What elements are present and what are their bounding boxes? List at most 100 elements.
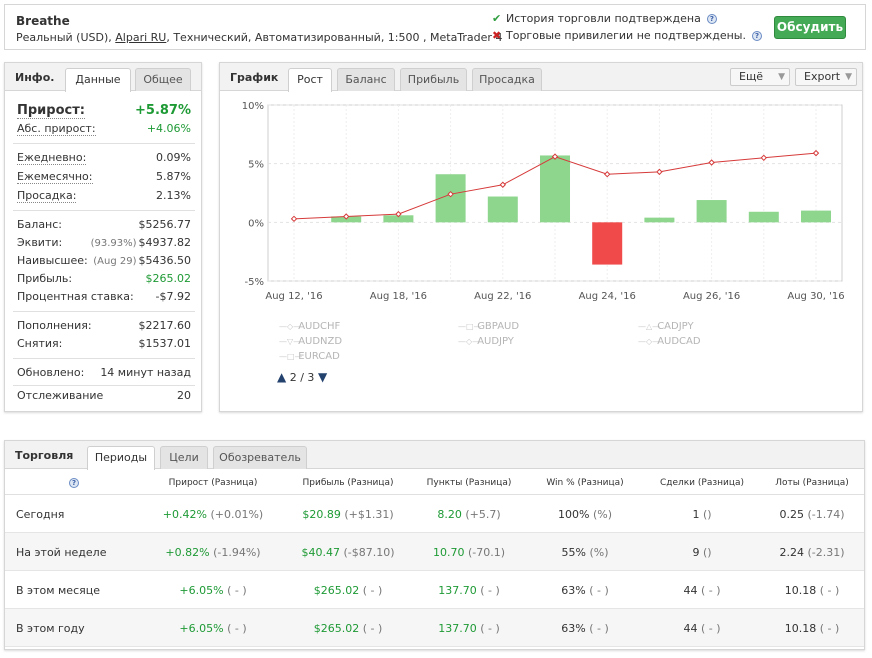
bar	[696, 200, 727, 223]
chart-panel: График Рост Баланс Прибыль Просадка Ещё ▼…	[219, 62, 863, 412]
highest-value: (Aug 29) $5436.50	[93, 254, 191, 267]
tab-periods[interactable]: Периоды	[87, 446, 155, 470]
line-point	[812, 149, 820, 157]
legend-pager: ▲ 2 / 3 ▼	[277, 370, 327, 384]
gain-value: +6.05%	[179, 584, 224, 597]
cell-gain: +0.42% (+0.01%)	[153, 508, 273, 521]
discuss-button[interactable]: Обсудить	[774, 16, 846, 39]
lots-diff: ( - )	[819, 622, 840, 635]
tab-browser[interactable]: Обозреватель	[213, 446, 307, 469]
account-header: Breathe Реальный (USD), Alpari RU, Техни…	[4, 4, 866, 50]
table-header: ? Прирост (Разница) Прибыль (Разница) Пу…	[5, 469, 864, 495]
drawdown-row: Просадка: 2.13%	[17, 189, 191, 205]
equity-percent: (93.93%)	[90, 238, 137, 249]
pips-diff: (-70.1)	[467, 546, 506, 559]
lots-value: 10.18	[784, 622, 817, 635]
equity-value: (93.93%) $4937.82	[91, 236, 191, 249]
tab-drawdown[interactable]: Просадка	[472, 68, 542, 91]
cell-lots: 10.18 ( - )	[752, 584, 872, 597]
help-icon[interactable]: ?	[751, 31, 762, 41]
legend-item-audchf[interactable]: —◇— AUDCHF	[279, 321, 340, 332]
gain-value: +0.82%	[165, 546, 210, 559]
history-verified-status: ✔ История торговли подтверждена?	[492, 12, 717, 25]
highest-row: Наивысшее: (Aug 29) $5436.50	[17, 254, 191, 270]
legend-item-gbpaud[interactable]: —□— GBPAUD	[458, 321, 519, 332]
bar	[383, 215, 414, 223]
withdrawals-value: $1537.01	[138, 337, 192, 350]
cell-lots: 2.24 (-2.31)	[752, 546, 872, 559]
y-tick-label: 10%	[242, 101, 264, 112]
help-icon[interactable]: ?	[69, 478, 79, 488]
balance-value: $5256.77	[138, 218, 192, 231]
chart-panel-header: График Рост Баланс Прибыль Просадка Ещё ▼…	[220, 63, 862, 92]
tab-goals[interactable]: Цели	[160, 446, 208, 469]
abs-gain-value: +4.06%	[146, 122, 191, 135]
tab-growth[interactable]: Рост	[288, 68, 332, 92]
legend-label: EURCAD	[298, 351, 340, 362]
line-point	[290, 215, 298, 223]
pips-value: 10.70	[432, 546, 465, 559]
cell-profit: $40.47 (-$87.10)	[288, 546, 408, 559]
legend-item-cadjpy[interactable]: —△— CADJPY	[638, 321, 694, 332]
more-dropdown[interactable]: Ещё ▼	[730, 68, 790, 86]
help-icon[interactable]: ?	[706, 14, 717, 24]
period-label: Сегодня	[16, 508, 65, 521]
divider	[13, 385, 195, 386]
bar	[592, 222, 623, 265]
period-label: В этом году	[16, 622, 85, 635]
win-value: 55%	[561, 546, 586, 559]
trades-diff: ( - )	[700, 584, 721, 597]
profit-value: $265.02	[313, 584, 360, 597]
tab-data[interactable]: Данные	[65, 68, 131, 92]
more-label: Ещё	[739, 70, 764, 83]
cell-profit: $265.02 ( - )	[288, 622, 408, 635]
bar	[801, 210, 831, 223]
trades-value: 9	[692, 546, 700, 559]
divider	[13, 358, 195, 359]
line-point	[760, 154, 768, 162]
tab-profit[interactable]: Прибыль	[400, 68, 467, 91]
legend-item-audnzd[interactable]: —▽— AUDNZD	[279, 336, 342, 347]
history-verified-text: История торговли подтверждена	[506, 12, 701, 25]
legend-item-eurcad[interactable]: —□— EURCAD	[279, 351, 340, 362]
export-dropdown[interactable]: Export ▼	[795, 68, 857, 86]
cell-pips: 10.70 (-70.1)	[409, 546, 529, 559]
interest-value: -$7.92	[155, 290, 191, 303]
interest-label: Процентная ставка:	[17, 290, 134, 303]
line-point	[342, 213, 350, 220]
account-name: Breathe	[16, 14, 70, 28]
deposits-value: $2217.60	[138, 319, 192, 332]
legend-label: AUDCHF	[298, 321, 341, 332]
tab-general[interactable]: Общее	[135, 68, 191, 91]
tab-balance[interactable]: Баланс	[337, 68, 395, 91]
table-row: В этом месяце +6.05% ( - ) $265.02 ( - ) 13…	[5, 571, 864, 609]
cell-profit: $20.89 (+$1.31)	[288, 508, 408, 521]
divider	[13, 311, 195, 312]
trading-panel: Торговля Периоды Цели Обозреватель ? При…	[4, 440, 865, 650]
privileges-text: Торговые привилегии не подтверждены.	[506, 29, 746, 42]
legend-label: AUDCAD	[657, 336, 701, 347]
gain-row: Прирост: +5.87%	[17, 103, 191, 121]
tracking-label: Отслеживание	[17, 389, 104, 402]
period-label: На этой неделе	[16, 546, 107, 559]
abs-gain-row: Абс. прирост: +4.06%	[17, 122, 191, 138]
page-up-icon[interactable]: ▲	[277, 370, 287, 384]
drawdown-label: Просадка:	[17, 189, 77, 203]
table-row: В этом году +6.05% ( - ) $265.02 ( - ) 137.…	[5, 609, 864, 647]
cell-gain: +6.05% ( - )	[153, 584, 273, 597]
highest-date: (Aug 29)	[93, 256, 137, 267]
pips-diff: ( - )	[480, 622, 500, 635]
legend-item-audcad[interactable]: —◇— AUDCAD	[638, 336, 701, 347]
col-win: Win % (Разница)	[546, 478, 624, 488]
page-down-icon[interactable]: ▼	[317, 370, 328, 384]
profit-label: Прибыль:	[17, 272, 73, 285]
abs-gain-label: Абс. прирост:	[17, 122, 96, 136]
daily-row: Ежедневно: 0.09%	[17, 151, 191, 167]
period-label: В этом месяце	[16, 584, 100, 597]
trades-diff: ()	[702, 508, 712, 521]
legend-item-audjpy[interactable]: —◇— AUDJPY	[458, 336, 514, 347]
table-row: На этой неделе +0.82% (-1.94%) $40.47 (-$8…	[5, 533, 864, 571]
interest-row: Процентная ставка: -$7.92	[17, 290, 191, 306]
broker-link[interactable]: Alpari RU	[115, 31, 167, 44]
diamond-marker-icon: —◇—	[279, 322, 302, 331]
